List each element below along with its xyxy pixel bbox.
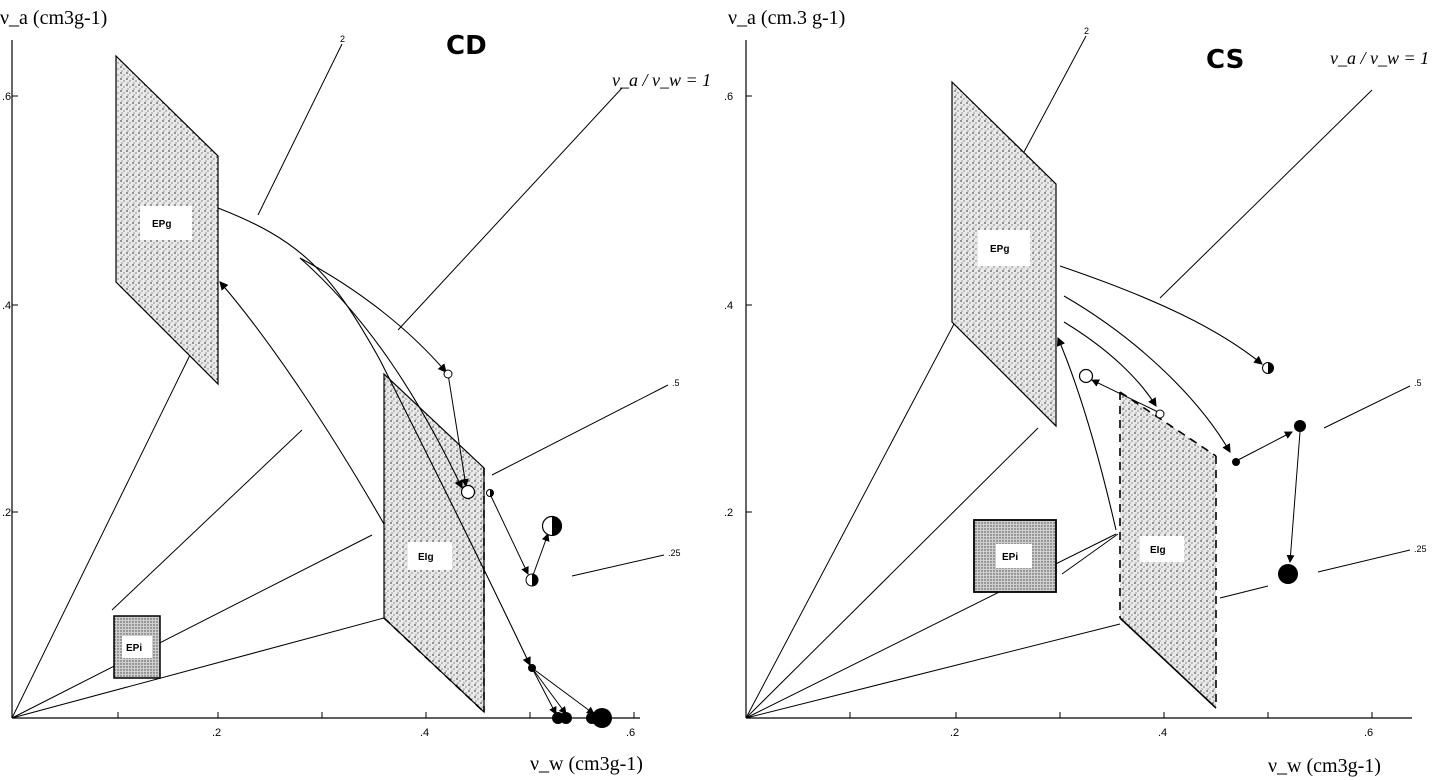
- cs-region-epi-label: EPi: [1002, 552, 1018, 563]
- cs-trajectory-a: [1059, 265, 1263, 365]
- cs-ratio-line-2-upper: [1023, 35, 1087, 153]
- cd-trajectory-back: [219, 281, 385, 525]
- cd-point-open-small: [443, 369, 453, 379]
- cs-arrow-c: [1286, 431, 1301, 563]
- cs-region-epi-labelbox: [996, 544, 1032, 568]
- cd-ratio-label-2: 2: [340, 34, 345, 44]
- cd-region-eig-labelbox: [408, 542, 452, 570]
- cd-region-epi-label: EPi: [126, 643, 142, 654]
- cs-ytick-6: .6: [724, 91, 733, 103]
- cs-ratio-line-05-upper: [1323, 385, 1411, 429]
- cd-ratio-line-1: [111, 429, 303, 611]
- cd-x-axis-label: ν_w (cm3g-1): [530, 753, 643, 775]
- cd-ytick-2: .2: [2, 507, 11, 519]
- cd-panel: .6 .4 .2 .2 .4 .6 2 ν_a / ν_w = 1 .5 .25…: [0, 7, 711, 775]
- cs-trajectory-c: [1063, 321, 1157, 407]
- cd-point-filled-c: [586, 712, 598, 724]
- cs-ratio-line-2: [745, 323, 955, 719]
- cs-arrow-b: [1237, 431, 1293, 461]
- cd-arrow-d: [531, 667, 557, 715]
- cd-xtick-6: .6: [626, 727, 635, 739]
- cs-y-axis-label: ν_a (cm.3 g-1): [728, 7, 845, 29]
- cs-ratio-label-025: .25: [1414, 544, 1427, 554]
- cs-trajectory-b: [1063, 295, 1231, 453]
- cs-ratio-line-extra: [1061, 533, 1119, 575]
- cd-ytick-4: .4: [2, 300, 11, 312]
- cd-arrow-b: [489, 493, 529, 575]
- cd-region-eig-dashed-left: [383, 617, 485, 713]
- cd-point-filled-b: [560, 712, 572, 724]
- cs-region-eig-top: [1119, 391, 1217, 457]
- cd-region-epg-label: EPg: [152, 219, 171, 230]
- cs-xtick-2: .2: [950, 727, 959, 739]
- cs-region-epg-label: EPg: [990, 244, 1009, 255]
- cs-ratio-line-1: [745, 427, 1039, 719]
- cs-point-filled-medium: [1294, 420, 1306, 432]
- cs-ytick-2: .2: [724, 507, 733, 519]
- cs-region-epg-labelbox: [978, 230, 1030, 266]
- cd-ratio-line-05-upper: [491, 384, 669, 476]
- cs-ratio-line-025-far: [1317, 549, 1411, 573]
- cd-region-epi-labelbox: [122, 636, 152, 658]
- cd-ratio-line-2-upper: [257, 43, 343, 216]
- cd-trajectory-mid: [299, 257, 463, 489]
- cd-region-eig-label: EIg: [418, 552, 434, 563]
- cd-xtick-2: .2: [212, 727, 221, 739]
- cd-arrow-a: [447, 373, 469, 487]
- cs-ratio-line-025: [745, 623, 1121, 719]
- cd-panel-title: CD: [446, 31, 487, 61]
- cd-xtick-4: .4: [420, 727, 429, 739]
- cd-ratio-label-025: .25: [668, 548, 681, 558]
- cd-ratio-line-025-upper: [571, 554, 665, 577]
- cd-ytick-6: .6: [2, 91, 11, 103]
- cd-arrow-f: [531, 667, 567, 715]
- cs-panel-title: CS: [1206, 45, 1244, 75]
- cs-region-eig-bottom: [1119, 617, 1217, 709]
- cs-point-open-small: [1155, 409, 1165, 419]
- cd-point-filled-small: [528, 664, 536, 672]
- cs-ratio-line-025-upper: [1219, 585, 1269, 599]
- cd-ratio-line-025: [11, 617, 385, 719]
- cs-ratio-line-05: [745, 533, 1117, 719]
- cs-region-eig-labelbox: [1140, 536, 1184, 562]
- cs-arrow-a: [1091, 379, 1159, 413]
- cd-ratio-line-05: [11, 534, 373, 719]
- cd-ratio-label-05: .5: [672, 378, 680, 388]
- cs-trajectory-back: [1056, 336, 1117, 531]
- cs-ratio-line-1-upper: [1159, 89, 1373, 299]
- cs-ratio-label-1: ν_a / ν_w = 1: [1330, 48, 1429, 68]
- cs-xtick-6: .6: [1364, 727, 1373, 739]
- cd-arrow-e: [531, 667, 595, 715]
- cs-xtick-4: .4: [1158, 727, 1167, 739]
- cs-point-half: [1262, 362, 1274, 374]
- cd-trajectory-main: [217, 207, 531, 666]
- cd-point-half-large: [541, 515, 563, 537]
- cs-point-filled-small: [1232, 458, 1240, 466]
- cd-point-half-small: [486, 489, 494, 497]
- cs-panel: .6 .4 .2 .2 .4 .6 2 ν_a / ν_w = 1 .5 .25…: [724, 7, 1429, 777]
- cd-point-half-medium: [525, 573, 539, 587]
- cd-point-open-large: [460, 484, 476, 500]
- cs-point-open-large: [1078, 368, 1094, 384]
- cs-ytick-4: .4: [724, 300, 733, 312]
- cs-region-eig-label: EIg: [1150, 545, 1166, 556]
- cd-arrow-c: [531, 533, 550, 579]
- cs-x-axis-label: ν_w (cm3g-1): [1268, 755, 1381, 777]
- cd-trajectory-upper: [299, 257, 447, 373]
- cs-point-filled-large: [1278, 564, 1298, 584]
- cd-ratio-label-1: ν_a / ν_w = 1: [612, 70, 711, 90]
- cd-ratio-line-1-upper: [397, 87, 623, 331]
- cs-ratio-label-05: .5: [1414, 378, 1422, 388]
- cd-point-filled-large: [592, 708, 612, 728]
- cd-region-epg-labelbox: [140, 206, 192, 240]
- cd-y-axis-label: ν_a (cm3g-1): [0, 7, 107, 29]
- cs-ratio-label-2: 2: [1084, 26, 1089, 36]
- cd-ratio-line-2: [11, 354, 191, 719]
